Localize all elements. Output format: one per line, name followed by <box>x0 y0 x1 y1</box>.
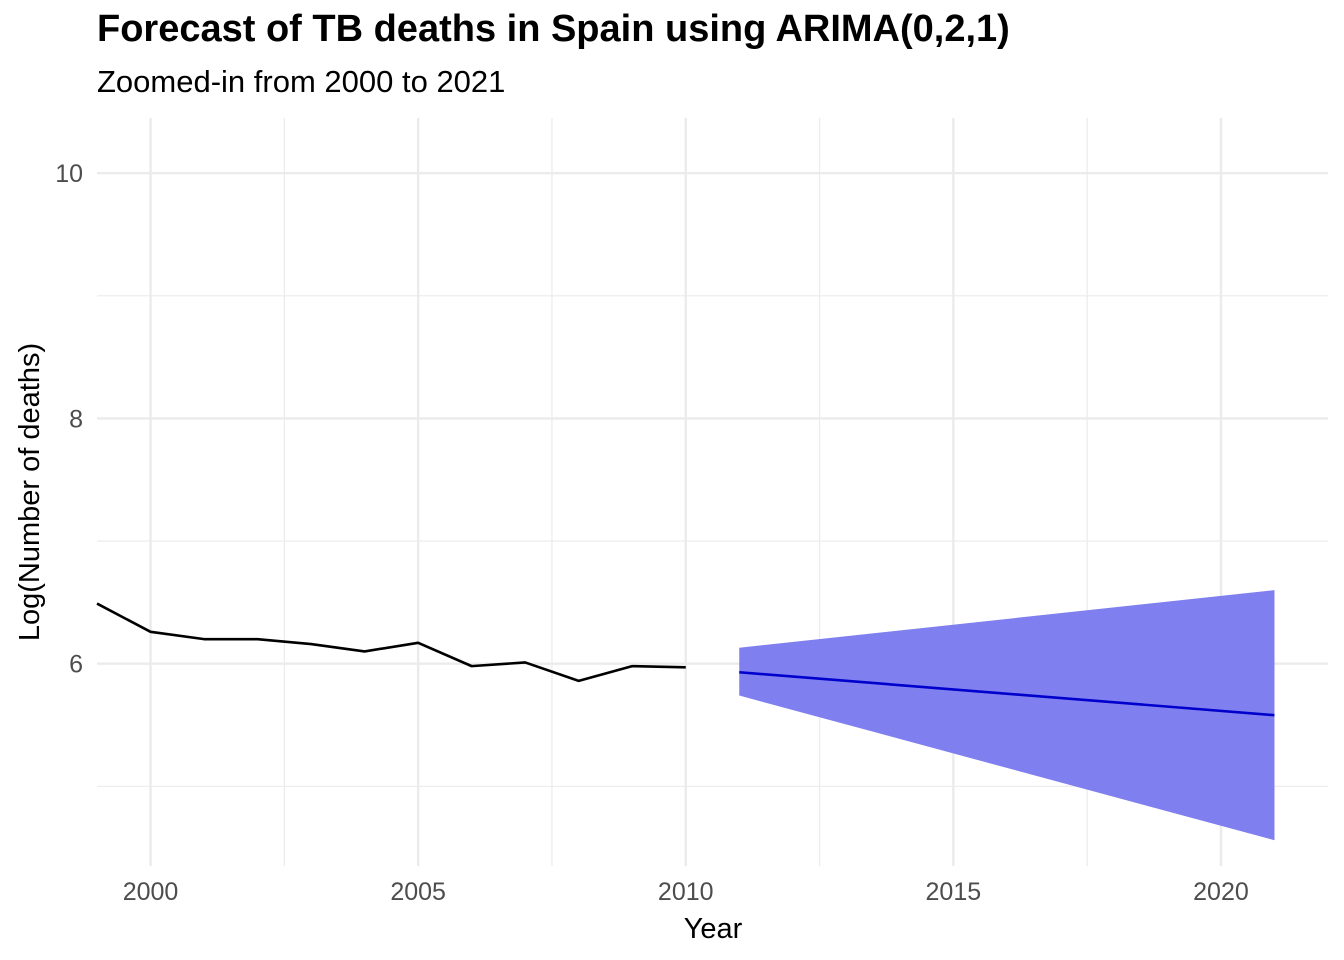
x-tick-label: 2000 <box>123 878 179 906</box>
y-tick-label: 10 <box>55 160 83 188</box>
major-gridlines <box>97 118 1328 866</box>
x-tick-label: 2005 <box>390 878 446 906</box>
observed-series-line <box>96 602 686 683</box>
forecast-series-line <box>739 670 1275 717</box>
y-tick-labels: 6 8 10 <box>55 160 83 678</box>
x-axis-title: Year <box>684 913 743 945</box>
series-layer <box>96 602 1275 717</box>
prediction-interval-band <box>739 590 1275 841</box>
x-tick-label: 2010 <box>658 878 714 906</box>
y-tick-label: 6 <box>69 651 83 679</box>
x-tick-label: 2020 <box>1193 878 1249 906</box>
chart-title: Forecast of TB deaths in Spain using ARI… <box>97 8 1010 50</box>
y-tick-label: 8 <box>69 405 83 433</box>
prediction-band-layer <box>739 590 1275 841</box>
chart-subtitle: Zoomed-in from 2000 to 2021 <box>97 64 506 99</box>
x-tick-label: 2015 <box>926 878 982 906</box>
x-tick-labels: 2000 2005 2010 2015 2020 <box>123 878 1249 906</box>
y-axis-title: Log(Number of deaths) <box>14 343 46 641</box>
